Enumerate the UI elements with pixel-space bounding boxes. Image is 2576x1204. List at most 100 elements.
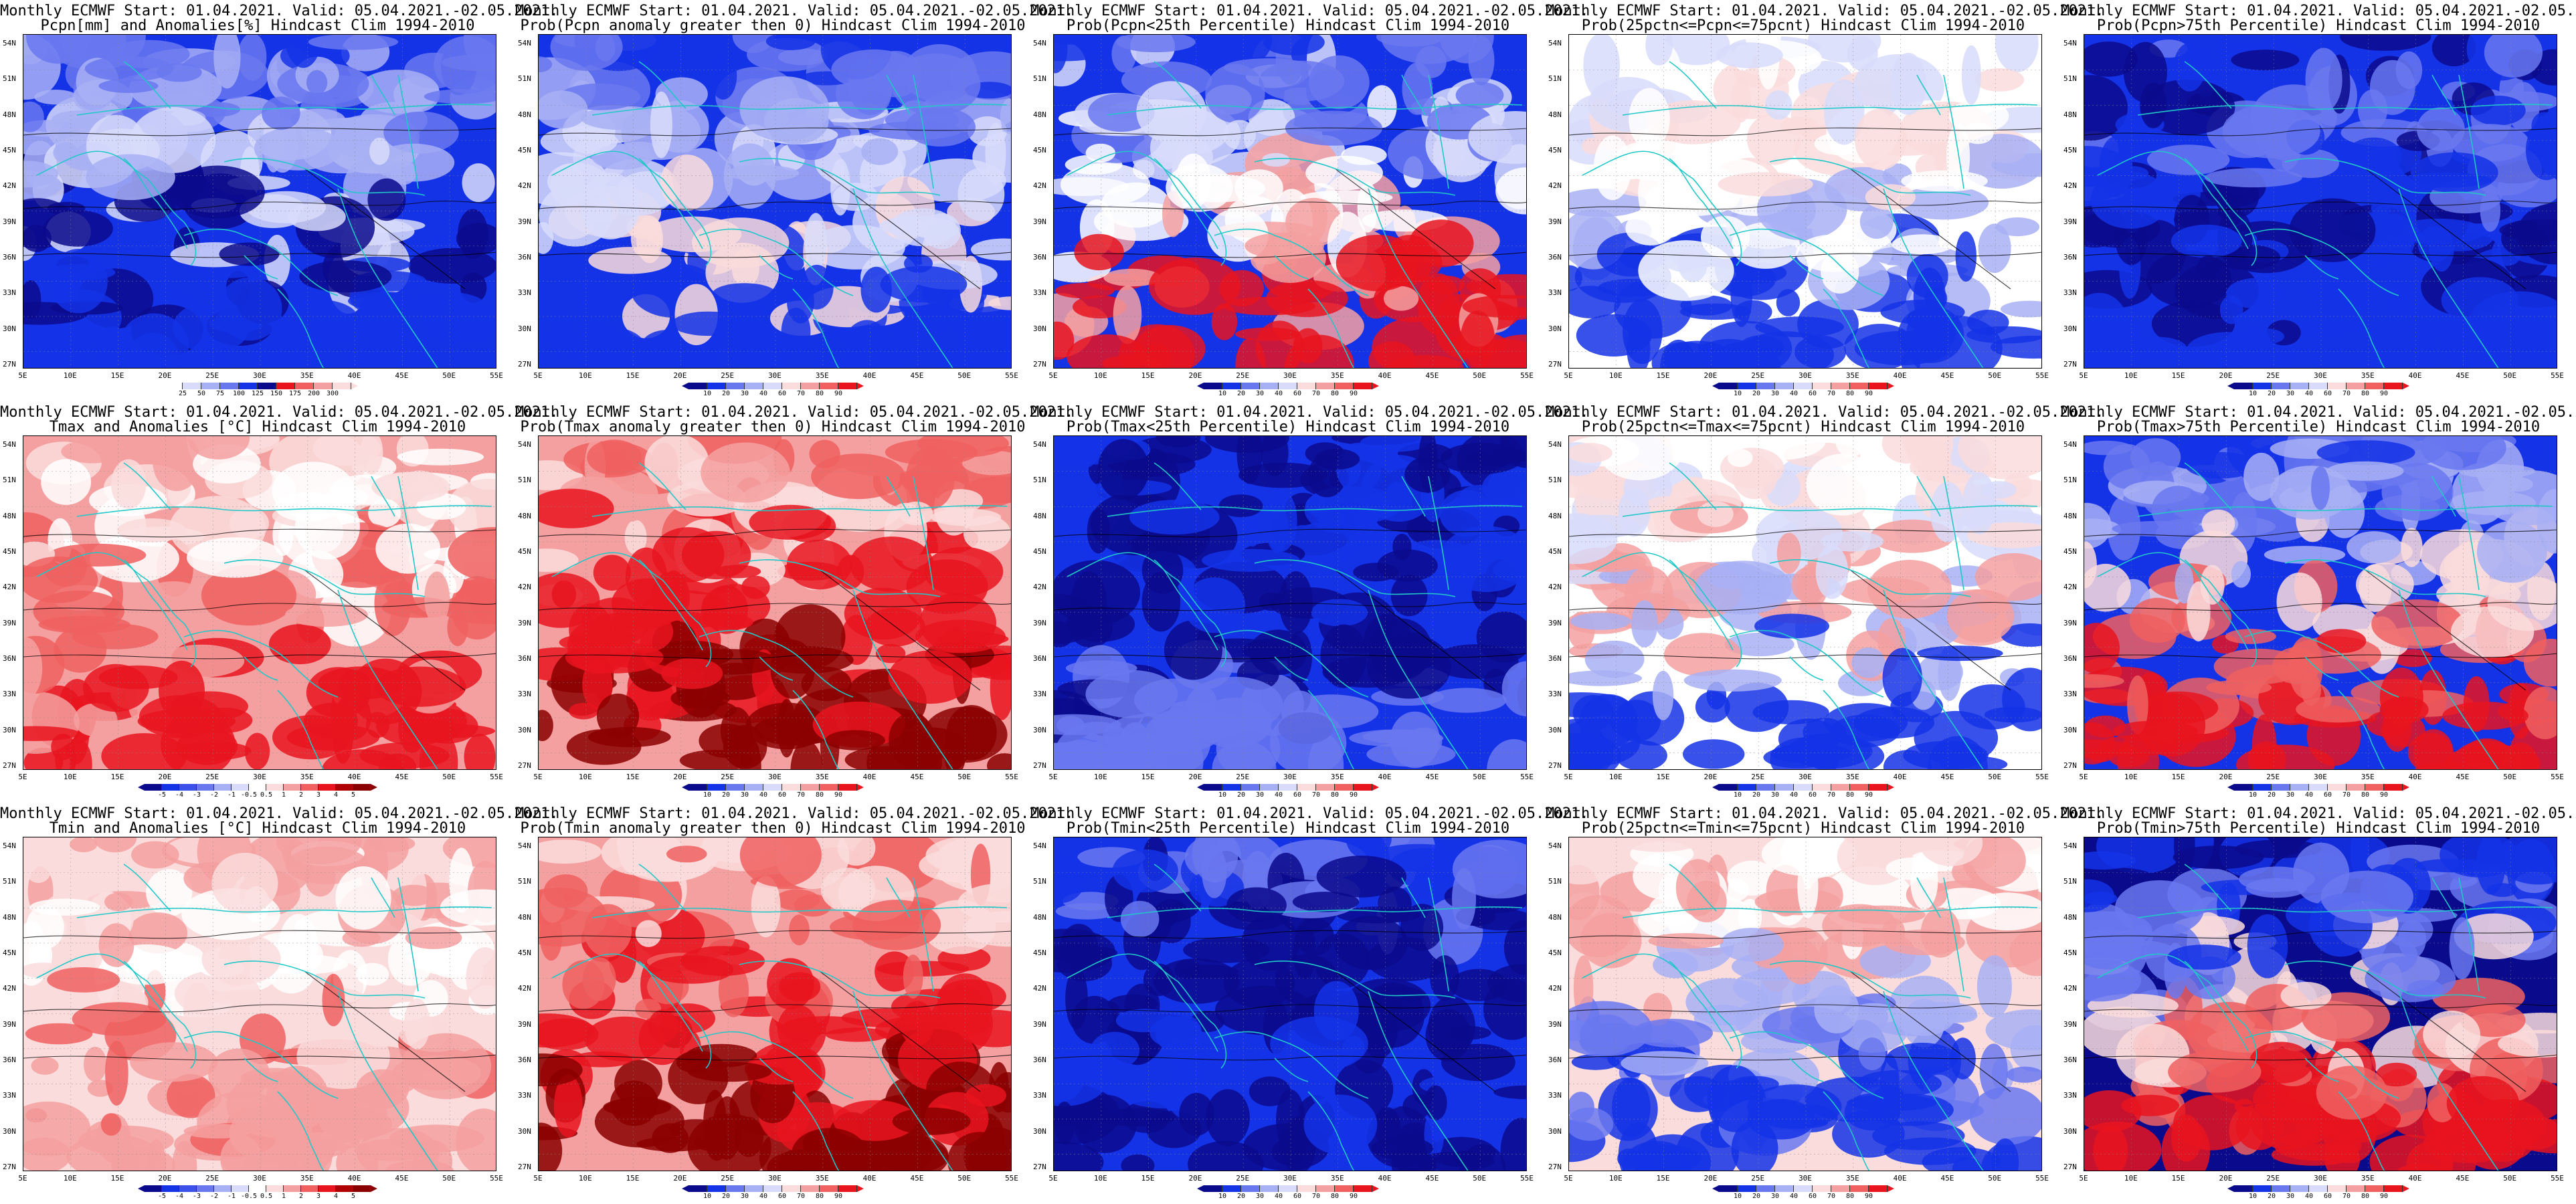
field-patch	[1468, 35, 1495, 86]
coastline	[1154, 961, 1218, 1052]
field-patch	[1797, 854, 1819, 918]
latitude-label: 30N	[2063, 1126, 2077, 1136]
latitude-label: 39N	[3, 1019, 16, 1029]
coastline	[1622, 906, 2038, 918]
longitude-label: 25E	[2266, 1174, 2280, 1183]
colorbar: 10 20 30 40 60 70 80 90	[2227, 1185, 2409, 1203]
latitude-label: 30N	[1033, 1126, 1046, 1136]
colorbar-tick-label: 30	[1770, 390, 1780, 397]
field-patch	[688, 1062, 772, 1082]
field-patch	[1664, 633, 1742, 676]
colorbar-cell	[838, 383, 857, 389]
field-patch	[1734, 300, 1772, 324]
field-patch	[1368, 618, 1433, 681]
colorbar-arrow-left	[2227, 383, 2234, 389]
colorbar-tick-label: 60	[777, 1193, 787, 1200]
colorbar-tick-label: 10	[703, 791, 712, 799]
contour-line	[1334, 971, 1496, 1092]
colorbar-cell	[2253, 383, 2272, 389]
field-patch	[1202, 548, 1300, 572]
field-patch	[988, 296, 1011, 310]
colorbar-tick-label: 10	[1218, 390, 1227, 397]
coastline	[2398, 589, 2499, 769]
field-patch	[801, 666, 852, 702]
longitude-label: 40E	[1893, 1174, 1907, 1183]
field-patch	[705, 614, 753, 631]
coastline	[337, 589, 438, 769]
latitude-label: 42N	[2063, 984, 2077, 993]
field-patch	[739, 837, 822, 888]
contour-line	[539, 1003, 1011, 1013]
coastline	[1669, 158, 1734, 249]
field-patch	[1316, 856, 1406, 898]
colorbar-cell	[688, 383, 707, 389]
colorbar-tick-label: 90	[2379, 1193, 2389, 1200]
field-patch	[905, 107, 976, 147]
field-patch	[1569, 514, 1639, 538]
field-patch	[2487, 883, 2518, 897]
panel-title-line1: Monthly ECMWF Start: 01.04.2021. Valid: …	[0, 404, 559, 421]
coastline	[36, 953, 197, 1069]
coastline	[1154, 61, 1202, 109]
field-patch	[1500, 436, 1526, 468]
field-patch	[226, 1072, 325, 1138]
colorbar-tick-label: 40	[2304, 390, 2314, 397]
latitude-label: 42N	[1548, 583, 1562, 592]
longitude-label: 45E	[2456, 1174, 2470, 1183]
colorbar-tick-label: 40	[759, 791, 768, 799]
coastline	[1622, 505, 2038, 517]
field-patch	[2112, 720, 2198, 742]
field-patch	[1336, 235, 1420, 292]
field-patch	[41, 459, 92, 505]
contour-line	[1054, 252, 1526, 258]
field-patch	[259, 955, 349, 975]
field-patch	[2487, 575, 2557, 631]
forecast-map	[538, 837, 1012, 1171]
field-patch	[367, 178, 406, 221]
colorbar-tick-label: 60	[1293, 791, 1302, 799]
map-svg	[1054, 35, 1526, 368]
longitude-label: 5E	[1564, 1174, 1573, 1183]
colorbar-cells	[1719, 1185, 1888, 1192]
latitude-label: 39N	[2063, 1019, 2077, 1029]
colorbar-tick-label: 90	[834, 1193, 843, 1200]
colorbar-arrow-right	[2403, 383, 2409, 389]
field-patch	[1255, 320, 1304, 368]
colorbar-tick-label: 10	[1218, 1193, 1227, 1200]
latitude-label: 45N	[518, 146, 531, 155]
colorbar-cell	[1850, 383, 1869, 389]
field-patch	[201, 565, 297, 626]
longitude-label: 55E	[2035, 371, 2049, 380]
colorbar-tick-label: -1	[227, 1193, 236, 1200]
colorbar-cell	[2365, 1185, 2384, 1192]
coastline	[2431, 74, 2456, 116]
coastline	[2398, 188, 2499, 368]
coastline	[1428, 74, 1449, 189]
field-patch	[1093, 744, 1151, 769]
colorbar-cell	[2272, 383, 2290, 389]
longitude-label: 30E	[1799, 773, 1812, 781]
field-patch	[957, 168, 1005, 221]
field-patch	[820, 868, 876, 912]
colorbar-cell	[1775, 784, 1794, 791]
colorbar-tick-label: 30	[1255, 791, 1265, 799]
field-patch	[1814, 985, 1859, 1033]
colorbar: 10 20 30 40 60 70 80 90	[1197, 1185, 1379, 1203]
colorbar-tick-label: 30	[740, 390, 749, 397]
colorbar: -5 -4 -3 -2 -1 -0.5 0.5 1 2 3 4 5	[138, 1185, 377, 1203]
field-patch	[268, 624, 331, 665]
colorbar-tick-label: -4	[175, 1193, 184, 1200]
field-patch	[61, 439, 124, 464]
field-patch	[1074, 233, 1124, 271]
field-patch	[1183, 577, 1246, 633]
colorbar-cell	[1850, 1185, 1869, 1192]
coastline	[1883, 991, 1984, 1171]
field-patch	[903, 955, 923, 999]
colorbar-cell	[801, 383, 820, 389]
colorbar-cell	[1222, 784, 1241, 791]
field-patch	[2423, 1010, 2480, 1059]
colorbar-cell	[1297, 784, 1316, 791]
coastline	[397, 476, 419, 591]
colorbar-cell	[707, 784, 726, 791]
colorbar-arrow-right	[371, 1185, 377, 1192]
